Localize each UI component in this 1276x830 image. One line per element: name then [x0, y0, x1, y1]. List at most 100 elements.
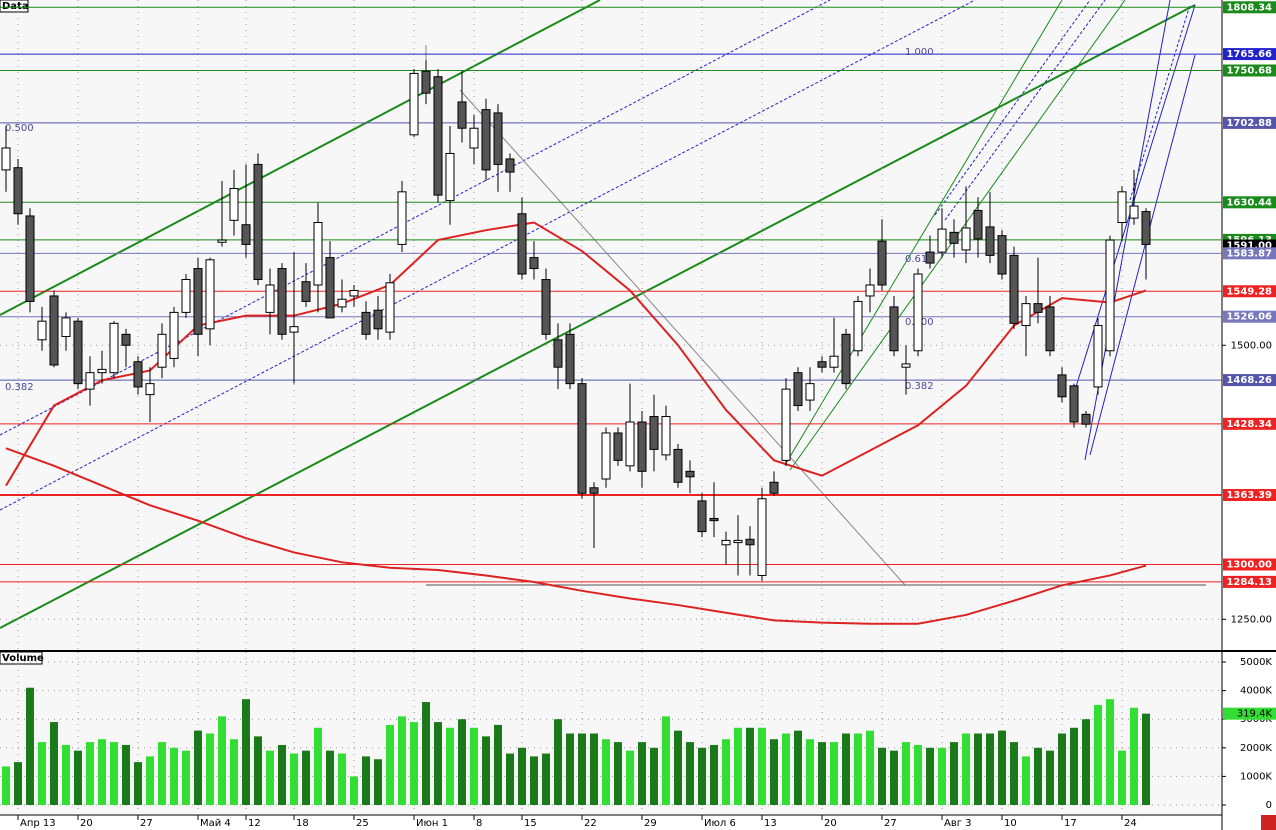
- volume-bar: [14, 762, 22, 805]
- candle-body: [625, 421, 635, 467]
- candle-body: [133, 361, 143, 388]
- volume-bar: [230, 739, 238, 805]
- x-tick-label: Июл 6: [704, 818, 736, 829]
- x-tick-label: 20: [824, 818, 837, 829]
- candle-body: [397, 191, 407, 245]
- fib-label: 0.382: [5, 382, 34, 393]
- volume-bar: [998, 730, 1006, 805]
- volume-bar: [962, 733, 970, 805]
- level-box: [1223, 310, 1276, 323]
- v-tick-label: 1000K: [1240, 771, 1272, 782]
- volume-bar: [458, 719, 466, 805]
- volume-bar: [986, 733, 994, 805]
- candle-body: [229, 188, 239, 221]
- volume-bar: [326, 750, 334, 805]
- x-tick-label: Июн 1: [416, 818, 448, 829]
- candle-body: [841, 333, 851, 385]
- panel-title: Data: [2, 1, 29, 12]
- volume-bar: [110, 742, 118, 805]
- volume-bar: [518, 747, 526, 805]
- fib-label: 1.000: [905, 47, 934, 58]
- candle-body: [1069, 385, 1079, 423]
- candle-body: [1093, 325, 1103, 388]
- volume-bar: [914, 744, 922, 805]
- candle-body: [529, 257, 539, 270]
- candle-body: [505, 158, 515, 173]
- volume-bar: [818, 742, 826, 805]
- candle-body: [565, 333, 575, 385]
- volume-bar: [746, 727, 754, 805]
- x-tick-label: 17: [1064, 818, 1077, 829]
- volume-bar: [506, 753, 514, 805]
- x-tick-label: 15: [524, 818, 537, 829]
- candle-body: [889, 306, 899, 352]
- volume-bar: [26, 687, 34, 805]
- candle-body: [829, 355, 839, 368]
- x-tick-label: 10: [1004, 818, 1017, 829]
- level-box: [1223, 558, 1276, 571]
- candle-body: [577, 383, 587, 494]
- corner-button[interactable]: [1261, 815, 1276, 830]
- candle-body: [745, 538, 755, 546]
- level-label: 1363.39: [1226, 490, 1272, 501]
- candle-body: [169, 311, 179, 359]
- volume-bar: [482, 736, 490, 805]
- candle-body: [265, 284, 275, 313]
- v-tick-label: 4000K: [1240, 686, 1272, 697]
- candle-body: [61, 317, 71, 338]
- y-tick-label: 1500.00: [1231, 340, 1272, 351]
- candle-body: [409, 72, 419, 136]
- candle-body: [961, 227, 971, 251]
- volume-bar: [614, 742, 622, 805]
- volume-bar: [350, 776, 358, 805]
- candle-body: [1105, 239, 1115, 352]
- candle-body: [145, 383, 155, 396]
- candle-body: [1117, 191, 1127, 224]
- volume-bar: [254, 736, 262, 805]
- candle-body: [13, 167, 23, 215]
- volume-bar: [434, 722, 442, 805]
- candle-body: [781, 388, 791, 461]
- volume-bar: [1130, 707, 1138, 805]
- candle-body: [205, 259, 215, 330]
- level-label: 1468.26: [1226, 375, 1272, 386]
- v-tick-label: 3000K: [1240, 714, 1272, 725]
- volume-bar: [734, 727, 742, 805]
- x-tick-label: 12: [248, 818, 261, 829]
- level-box: [1223, 374, 1276, 387]
- candle-body: [109, 322, 119, 374]
- candle-body: [877, 240, 887, 286]
- candle-body: [1057, 374, 1067, 398]
- volume-bar: [386, 724, 394, 805]
- candle-body: [733, 539, 743, 544]
- level-label: 1526.06: [1226, 312, 1272, 323]
- volume-bar: [926, 747, 934, 805]
- volume-bar: [782, 733, 790, 805]
- candle-body: [469, 127, 479, 149]
- volume-bar: [698, 747, 706, 805]
- candle-body: [685, 470, 695, 478]
- volume-bar: [194, 730, 202, 805]
- volume-bar: [278, 744, 286, 805]
- volume-bar: [770, 739, 778, 805]
- volume-bar: [1082, 719, 1090, 805]
- level-label: 1591.00: [1226, 241, 1272, 252]
- volume-bar: [590, 733, 598, 805]
- candle-body: [721, 539, 731, 546]
- volume-bar: [134, 762, 142, 805]
- level-box: [1223, 575, 1276, 588]
- candle-body: [1141, 211, 1151, 245]
- candle-body: [313, 222, 323, 286]
- candle-body: [1021, 303, 1031, 327]
- volume-bar: [626, 750, 634, 805]
- volume-bar: [86, 742, 94, 805]
- volume-bar: [1070, 727, 1078, 805]
- volume-bar: [74, 750, 82, 805]
- x-tick-label: 20: [80, 818, 93, 829]
- volume-bar: [938, 747, 946, 805]
- candle-body: [985, 226, 995, 256]
- candle-body: [673, 448, 683, 483]
- level-box: [1223, 196, 1276, 209]
- level-box: [1223, 48, 1276, 61]
- level-box: [1223, 489, 1276, 502]
